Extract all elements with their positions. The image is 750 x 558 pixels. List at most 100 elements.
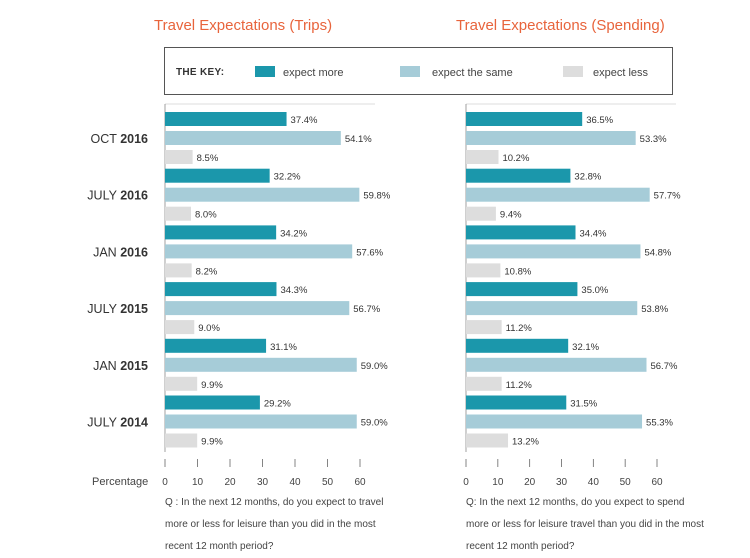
legend-label-expect-same: expect the same (432, 67, 513, 79)
data-label: 56.7% (650, 361, 677, 372)
data-label: 57.7% (654, 191, 681, 202)
bar (466, 263, 501, 278)
bar (466, 414, 643, 429)
bar (466, 206, 496, 221)
bar (466, 244, 641, 259)
bar (165, 282, 277, 297)
x-tick-label: 10 (492, 477, 504, 488)
x-tick-label: 40 (588, 477, 600, 488)
bar (466, 131, 636, 145)
bar (165, 376, 198, 391)
data-label: 37.4% (291, 115, 318, 126)
bar (165, 150, 193, 164)
legend-title: THE KEY: (176, 67, 225, 78)
bar (466, 433, 509, 448)
data-label: 9.4% (500, 210, 522, 221)
legend-swatch-expect-more (255, 66, 275, 77)
bar (165, 263, 192, 278)
x-tick-label: 30 (556, 477, 568, 488)
bar (165, 168, 270, 183)
bar (165, 414, 357, 429)
x-tick-label: 60 (651, 477, 663, 488)
data-label: 11.2% (506, 380, 533, 391)
bar (466, 112, 583, 126)
x-tick-label: 60 (354, 477, 366, 488)
data-label: 31.5% (570, 399, 597, 410)
bar (165, 320, 195, 335)
data-label: 53.8% (641, 304, 668, 315)
data-label: 54.8% (644, 247, 671, 258)
category-label: JULY 2015 (87, 302, 148, 316)
bar (165, 187, 360, 202)
data-label: 9.9% (201, 437, 223, 448)
bar (165, 301, 350, 316)
data-label: 9.0% (198, 323, 220, 334)
axis-label-percentage: Percentage (92, 476, 149, 488)
data-label: 53.3% (640, 134, 667, 145)
chart-title-trips: Travel Expectations (Trips) (154, 17, 333, 34)
chart-title-spending: Travel Expectations (Spending) (456, 17, 665, 34)
data-label: 34.2% (280, 228, 307, 239)
bar (165, 244, 353, 259)
x-tick-label: 30 (257, 477, 269, 488)
data-label: 32.8% (574, 172, 601, 183)
data-label: 32.1% (572, 342, 599, 353)
data-label: 8.5% (197, 153, 219, 164)
category-label: OCT 2016 (91, 132, 148, 146)
category-label: JAN 2015 (93, 359, 148, 373)
category-label: JULY 2016 (87, 189, 148, 203)
legend-swatch-expect-less (563, 66, 583, 77)
bar (466, 225, 576, 240)
bar (466, 376, 502, 391)
data-label: 34.3% (280, 285, 307, 296)
bar (165, 225, 277, 240)
data-label: 59.8% (363, 191, 390, 202)
data-label: 11.2% (506, 323, 533, 334)
data-label: 35.0% (581, 285, 608, 296)
data-label: 31.1% (270, 342, 297, 353)
question-spending: Q: In the next 12 months, do you expect … (466, 497, 704, 552)
data-label: 59.0% (361, 418, 388, 429)
data-label: 34.4% (580, 228, 607, 239)
bar (466, 187, 650, 202)
data-label: 10.2% (502, 153, 529, 164)
bar (466, 301, 638, 316)
data-label: 13.2% (512, 437, 539, 448)
data-label: 8.2% (196, 266, 218, 277)
data-label: 56.7% (353, 304, 380, 315)
data-label: 10.8% (504, 266, 531, 277)
data-label: 57.6% (356, 247, 383, 258)
x-tick-label: 0 (463, 477, 469, 488)
legend-label-expect-more: expect more (283, 67, 344, 79)
data-label: 59.0% (361, 361, 388, 372)
x-tick-label: 10 (192, 477, 204, 488)
legend-swatch-expect-same (400, 66, 420, 77)
legend-label-expect-less: expect less (593, 67, 649, 79)
bar (165, 112, 287, 126)
bar (466, 168, 571, 183)
x-tick-label: 40 (289, 477, 301, 488)
data-label: 8.0% (195, 210, 217, 221)
bar (466, 338, 569, 353)
bar (165, 338, 267, 353)
x-tick-label: 50 (322, 477, 334, 488)
data-label: 36.5% (586, 115, 613, 126)
bar (165, 357, 357, 372)
bar (466, 150, 499, 164)
x-tick-label: 20 (524, 477, 536, 488)
bar (466, 357, 647, 372)
bar (466, 282, 578, 297)
data-label: 9.9% (201, 380, 223, 391)
bar (165, 395, 260, 410)
category-label: JULY 2014 (87, 416, 148, 430)
data-label: 29.2% (264, 399, 291, 410)
bar (466, 320, 502, 335)
question-trips: Q : In the next 12 months, do you expect… (165, 497, 384, 552)
bar (466, 395, 567, 410)
data-label: 54.1% (345, 134, 372, 145)
x-tick-label: 50 (620, 477, 632, 488)
data-label: 32.2% (274, 172, 301, 183)
x-tick-label: 20 (224, 477, 236, 488)
x-tick-label: 0 (162, 477, 168, 488)
